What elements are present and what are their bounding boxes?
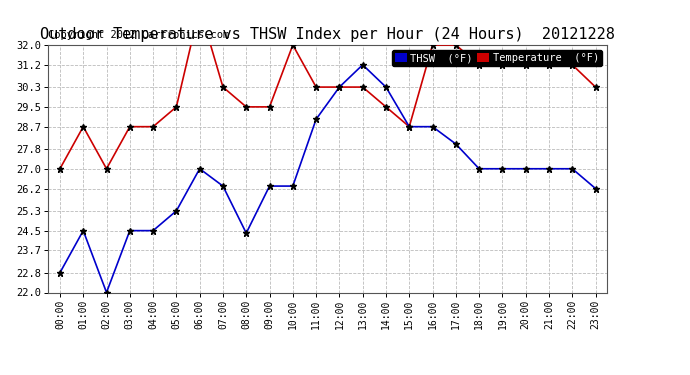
Text: Copyright 2012 Cartronics.com: Copyright 2012 Cartronics.com: [48, 30, 230, 40]
Title: Outdoor Temperature vs THSW Index per Hour (24 Hours)  20121228: Outdoor Temperature vs THSW Index per Ho…: [40, 27, 615, 42]
Legend: THSW  (°F), Temperature  (°F): THSW (°F), Temperature (°F): [392, 50, 602, 66]
